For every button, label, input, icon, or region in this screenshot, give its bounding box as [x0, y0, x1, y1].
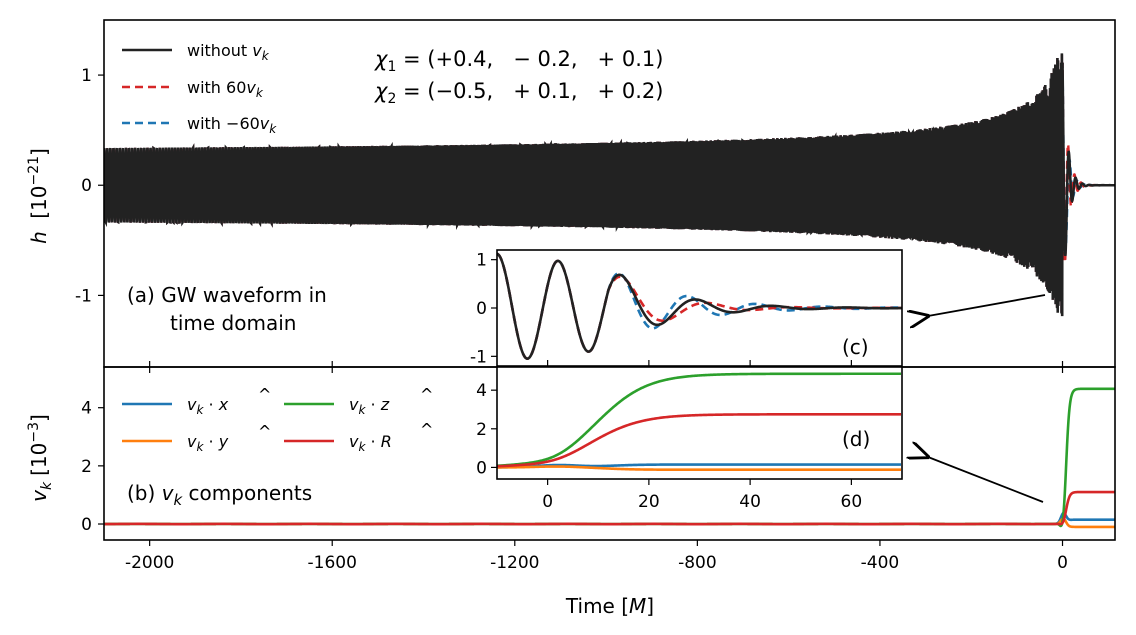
panel-a-title-line2: time domain [170, 311, 296, 335]
legend-entry-without: without vk [122, 41, 270, 63]
panel-b-xlabel: Time [M] [565, 594, 654, 618]
inset-c-frame [496, 249, 903, 367]
inset-d-xtick-label: 40 [739, 492, 761, 512]
panel-b-ylabel: vk[10−3] [26, 414, 55, 502]
panel-a-title-line1: (a) GW waveform in [127, 283, 327, 307]
arrow-to-inset-c [928, 294, 1046, 316]
inset-c-series-without [497, 252, 902, 360]
legend-entry-vr: vk · R ^ [284, 420, 433, 454]
panel-a-ylabel-close: ] [27, 148, 51, 156]
legend-label-with-minus-60: with −60vk [187, 114, 277, 136]
inset-d-label: (d) [842, 427, 870, 451]
panel-b-title: (b) vk components [127, 481, 312, 509]
legend-label-vz: vk · z [349, 395, 390, 417]
legend-entry-with-60: with 60vk [122, 78, 264, 100]
panel-a-ylabel-main: h [27, 231, 51, 244]
panel-b: 420-2000 -1600 -1200 -800 -400 0 vk[10−3] Tim… [26, 366, 1116, 618]
legend-label-with-60: with 60vk [187, 78, 264, 100]
panel-b-series-vx [104, 511, 1115, 526]
panel-b-xtick-label: 0 [1057, 553, 1068, 573]
panel-b-xtick-label: -400 [861, 553, 900, 573]
panel-b-xtick-label: -1200 [490, 553, 539, 573]
inset-c-ytick-label: 0 [476, 299, 487, 319]
inset-c-curves [497, 252, 902, 360]
panel-a-ytick-label: 1 [81, 66, 92, 86]
inset-d-frame [496, 366, 903, 480]
spin-label-chi1: χ1 = (+0.4, − 0.2, + 0.1) [374, 47, 663, 75]
inset-d-series-vz [497, 372, 901, 468]
legend-label-vy: vk · y [187, 432, 229, 454]
inset-c-ticks: 1 0 -1 [470, 251, 852, 367]
legend-label-vr: vk · R [349, 432, 392, 454]
legend-label-without: without vk [187, 41, 270, 63]
legend-label-vx: vk · x [187, 395, 229, 417]
inset-d-series-vr [497, 413, 901, 468]
inset-c: 1 0 -1 (c) [470, 249, 903, 367]
panel-b-ytick-label: 4 [81, 399, 92, 419]
inset-d-xtick-label: 0 [542, 492, 553, 512]
inset-c-ytick-label: -1 [470, 347, 487, 367]
panel-b-xtick-label: -2000 [125, 553, 174, 573]
inset-d-xtick-label: 20 [638, 492, 660, 512]
panel-b-ticks: 420-2000 -1600 -1200 -800 -400 0 [81, 367, 1068, 573]
inset-d-background [497, 367, 902, 479]
spin-label-chi2: χ2 = (−0.5, + 0.1, + 0.2) [374, 79, 663, 107]
inset-d-curves [497, 372, 901, 472]
inset-d-ytick-label: 2 [476, 420, 487, 440]
panel-a-ylabel-exp: −21 [26, 156, 42, 186]
legend-hat-vz: ^ [420, 385, 433, 404]
legend-entry-with-minus-60: with −60vk [122, 114, 277, 136]
panel-a-ylabel-unit: [10 [27, 186, 51, 219]
inset-c-label: (c) [842, 335, 869, 359]
panel-b-legend: vk · x ^ vk · y ^ vk · z ^ vk · R ^ [122, 385, 433, 454]
panel-a-ylabel: h [10−21] [26, 148, 51, 244]
legend-hat-vx: ^ [258, 385, 271, 404]
panel-a-legend: without vk with 60vk with −60vk [122, 41, 277, 136]
panel-a-series-without [104, 53, 1115, 317]
inset-c-ytick-label: 1 [476, 251, 487, 271]
panel-b-series-vy [104, 517, 1115, 529]
panel-a-ytick-label: 0 [81, 176, 92, 196]
panel-a-curves [104, 53, 1115, 317]
panel-b-xtick-label: -1600 [308, 553, 357, 573]
panel-a-ytick-label: -1 [75, 286, 92, 306]
inset-d-series-vy [497, 465, 901, 472]
panel-b-ytick-label: 0 [81, 515, 92, 535]
inset-d-ytick-label: 4 [476, 381, 487, 401]
legend-entry-vx: vk · x ^ [122, 385, 271, 417]
legend-hat-vr: ^ [420, 420, 433, 439]
panel-b-xtick-label: -800 [678, 553, 717, 573]
inset-d-ytick-label: 0 [476, 458, 487, 478]
legend-hat-vy: ^ [258, 422, 271, 441]
panel-b-series-vr [104, 490, 1115, 526]
inset-d-xtick-label: 60 [841, 492, 863, 512]
arrow-to-inset-d [928, 457, 1044, 503]
inset-d-series-vx [497, 463, 901, 469]
legend-entry-vy: vk · y ^ [122, 422, 271, 454]
legend-entry-vz: vk · z ^ [284, 385, 433, 417]
panel-b-curves [104, 387, 1115, 529]
panel-b-ytick-label: 2 [81, 457, 92, 477]
